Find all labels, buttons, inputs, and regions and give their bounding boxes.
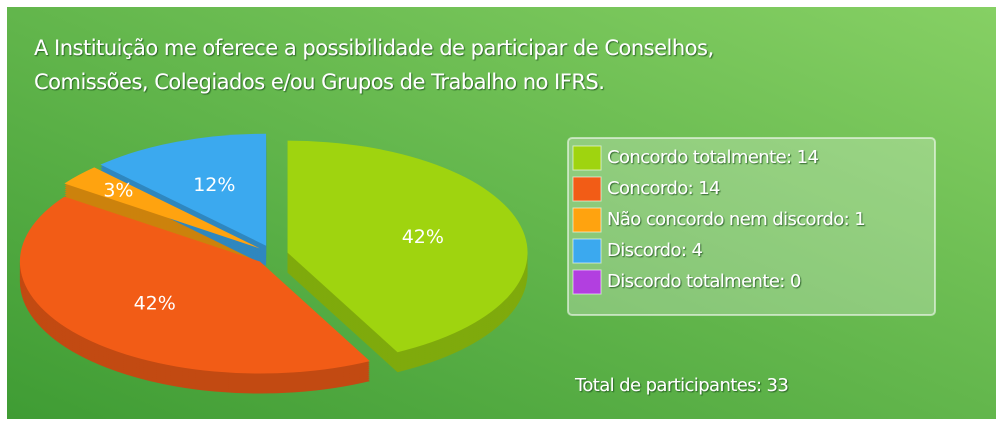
legend-box <box>567 137 936 316</box>
chart-title: Comissões, Colegiados e/ou Grupos de Tra… <box>34 70 604 94</box>
legend-swatch <box>572 207 602 233</box>
slice <box>100 133 267 246</box>
chart-title: A Instituição me oferece a possibilidade… <box>34 36 714 60</box>
slice-label: 12% <box>193 174 235 196</box>
total-label: Total de participantes: 33 <box>574 375 788 396</box>
legend-label: Discordo totalmente: 0 <box>607 271 801 292</box>
legend-swatch <box>572 269 602 295</box>
slice-label: 42% <box>402 226 444 248</box>
legend-label: Concordo totalmente: 14 <box>607 147 818 168</box>
slice <box>287 140 528 353</box>
legend-swatch <box>572 145 602 171</box>
legend-label: Não concordo nem discordo: 1 <box>607 209 865 230</box>
legend-swatch <box>572 176 602 202</box>
legend-label: Concordo: 14 <box>607 178 720 199</box>
legend-swatch <box>572 238 602 264</box>
slice-label: 42% <box>134 293 176 315</box>
slice-label: 3% <box>103 180 133 202</box>
slice <box>64 167 260 249</box>
pie: 42% 42% 3% 12% <box>19 133 528 394</box>
slice <box>19 196 370 374</box>
legend-label: Discordo: 4 <box>607 240 702 261</box>
